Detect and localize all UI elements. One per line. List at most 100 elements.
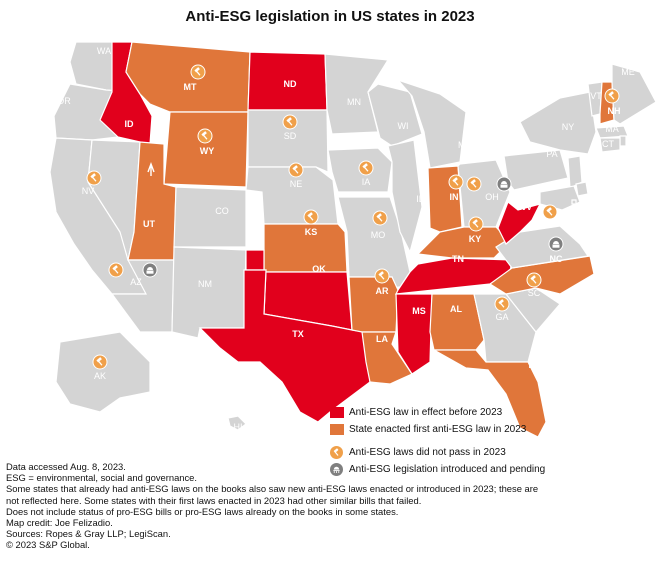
state-label-ne: NE: [290, 179, 303, 189]
state-label-ga: GA: [495, 312, 508, 322]
gavel-icon: [358, 160, 374, 176]
gavel-icon: [190, 64, 206, 80]
legend-label-failed: Anti-ESG laws did not pass in 2023: [349, 447, 506, 458]
state-co: [173, 186, 247, 248]
state-label-ar: AR: [376, 286, 389, 296]
footnotes: Data accessed Aug. 8, 2023. ESG = enviro…: [6, 461, 656, 551]
state-ny: [519, 91, 597, 155]
legend-label-first-2023: State enacted first anti-ESG law in 2023: [349, 424, 527, 435]
footnote-line: Some states that already had anti-ESG la…: [6, 483, 539, 495]
state-label-or: OR: [57, 96, 71, 106]
gavel-icon: [303, 209, 319, 225]
state-label-al: AL: [450, 304, 462, 314]
state-label-md: MD: [589, 206, 603, 216]
state-il: [387, 139, 423, 254]
map-title: Anti-ESG legislation in US states in 202…: [185, 8, 475, 25]
state-label-wv: WV: [518, 202, 533, 212]
gavel-icon: [282, 114, 298, 130]
gavel-icon: [330, 446, 343, 459]
state-fl: [431, 349, 547, 438]
state-ms: [395, 293, 433, 375]
gavel-icon: [542, 204, 558, 220]
state-wv: [497, 201, 542, 245]
state-label-sc: SC: [528, 288, 541, 298]
state-label-sd: SD: [284, 131, 297, 141]
state-nm: [171, 246, 247, 339]
legend-label-before-2023: Anti-ESG law in effect before 2023: [349, 407, 503, 418]
state-me: [611, 63, 657, 125]
state-label-dc: DC: [590, 190, 603, 200]
state-label-me: ME: [621, 67, 635, 77]
state-label-il: IL: [416, 194, 424, 204]
state-label-tn: TN: [452, 254, 464, 264]
gavel-icon: [92, 354, 108, 370]
state-label-ca: CA: [34, 204, 47, 214]
gavel-icon: [526, 272, 542, 288]
gavel-icon: [468, 216, 484, 232]
state-label-wy: WY: [200, 146, 215, 156]
capitol-building-icon: [496, 176, 512, 192]
state-label-nj: NJ: [585, 159, 596, 169]
state-label-ma: MA: [605, 124, 619, 134]
state-md: [539, 185, 581, 211]
state-label-ok: OK: [312, 264, 326, 274]
state-label-wi: WI: [398, 121, 409, 131]
legend-swatch-first-2023: [330, 424, 344, 435]
state-label-va: VA: [544, 219, 555, 229]
footnote-line: Data accessed Aug. 8, 2023.: [6, 461, 126, 472]
state-label-fl: FL: [529, 360, 540, 370]
state-label-ak: AK: [94, 371, 106, 381]
footnote-line: Does not include status of pro-ESG bills…: [6, 505, 399, 517]
footnote-line: Sources: Ropes & Gray LLP; LegiScan.: [6, 528, 171, 540]
gavel-icon: [372, 210, 388, 226]
state-label-id: ID: [125, 119, 135, 129]
legend: Anti-ESG law in effect before 2023 State…: [330, 404, 545, 478]
legend-label-pending: Anti-ESG legislation introduced and pend…: [349, 464, 546, 475]
legend-swatch-before-2023: [330, 407, 344, 418]
gavel-icon: [494, 296, 510, 312]
state-label-co: CO: [215, 206, 229, 216]
state-label-wa: WA: [97, 46, 111, 56]
legend-item-pending: Anti-ESG legislation introduced and pend…: [330, 461, 545, 478]
capitol-building-icon: [142, 262, 158, 278]
state-label-ms: MS: [412, 306, 426, 316]
state-nj: [567, 155, 583, 189]
state-ri: [619, 135, 627, 147]
state-label-ny: NY: [562, 122, 575, 132]
state-pa: [503, 149, 569, 191]
state-label-oh: OH: [485, 192, 499, 202]
state-dc: [571, 199, 577, 205]
state-label-ri: RI: [628, 136, 637, 146]
state-label-nv: NV: [82, 186, 95, 196]
state-label-mt: MT: [184, 82, 197, 92]
footnote-line: ESG = environmental, social and governan…: [6, 472, 197, 484]
state-ar: [348, 276, 399, 333]
state-label-ut: UT: [143, 219, 155, 229]
state-label-ia: IA: [362, 177, 371, 187]
capitol-building-icon: [548, 236, 564, 252]
state-de: [575, 181, 589, 197]
state-label-de: DE: [590, 174, 603, 184]
state-label-nc: NC: [550, 254, 563, 264]
utah-symbol-icon: [147, 162, 155, 176]
state-ak: [55, 331, 151, 413]
gavel-icon: [108, 262, 124, 278]
state-label-hi: HI: [234, 422, 243, 432]
state-hi: [227, 415, 247, 431]
state-label-in: IN: [450, 192, 459, 202]
state-label-pa: PA: [546, 149, 557, 159]
state-label-ks: KS: [305, 227, 318, 237]
state-label-tx: TX: [292, 329, 304, 339]
gavel-icon: [466, 176, 482, 192]
state-label-nm: NM: [198, 279, 212, 289]
state-label-ct: CT: [602, 139, 614, 149]
state-label-ky: KY: [469, 234, 482, 244]
gavel-icon: [197, 128, 213, 144]
footnote-line: Map credit: Joe Felizadio.: [6, 517, 113, 529]
state-ma: [595, 125, 629, 139]
state-label-la: LA: [376, 334, 388, 344]
state-sd: [247, 109, 329, 173]
legend-item-before-2023: Anti-ESG law in effect before 2023: [330, 404, 545, 421]
footnote-line: © 2023 S&P Global.: [6, 539, 90, 551]
capitol-building-icon: [330, 463, 343, 476]
